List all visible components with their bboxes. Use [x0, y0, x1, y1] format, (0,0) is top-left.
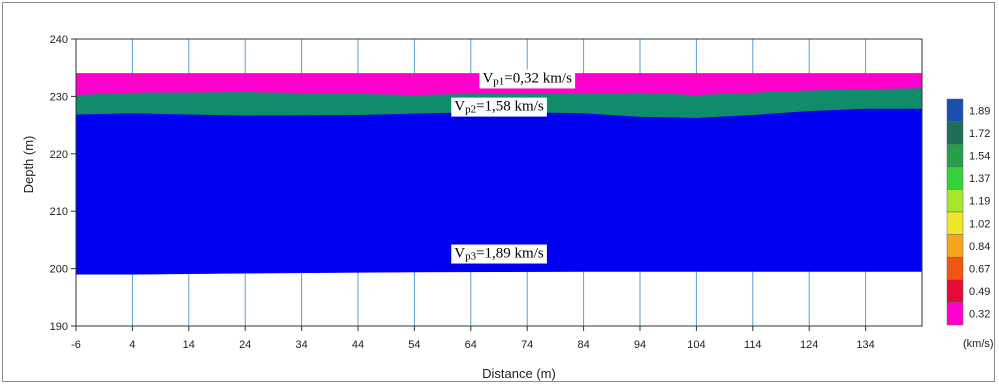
velocity-value: =0,32 km/s — [504, 70, 572, 86]
velocity-symbol: V — [482, 70, 493, 86]
y-axis-title: Depth (m) — [21, 136, 36, 194]
velocity-label-3: Vp3=1,89 km/s — [451, 244, 547, 264]
velocity-label-text: Vp3=1,89 km/s — [454, 246, 544, 263]
colorbar-label: 0.32 — [969, 309, 990, 321]
colorbar-swatch — [946, 121, 964, 145]
velocity-label-1: Vp1=0,32 km/s — [479, 69, 576, 89]
y-tick-label: 230 — [50, 91, 68, 103]
colorbar-label: 0.67 — [969, 264, 990, 276]
colorbar-label: 1.72 — [969, 128, 990, 140]
y-tick-label: 200 — [50, 264, 68, 276]
velocity-label-2: Vp2=1,58 km/s — [451, 97, 547, 117]
colorbar-label: 1.37 — [969, 173, 990, 185]
y-tick-label: 220 — [50, 149, 68, 161]
velocity-subscript: p2 — [465, 104, 476, 116]
x-tick-label: 114 — [744, 339, 762, 351]
colorbar-unit: (km/s) — [963, 338, 994, 350]
plot-border — [75, 38, 923, 327]
colorbar-label: 1.54 — [969, 151, 990, 163]
y-tick-label: 240 — [50, 34, 68, 46]
velocity-value: =1,58 km/s — [476, 99, 544, 115]
velocity-layer-3 — [75, 108, 923, 275]
x-axis-title: Distance (m) — [482, 366, 556, 381]
colorbar-label: 0.49 — [969, 286, 990, 298]
x-tick-label: 104 — [687, 339, 705, 351]
colorbar-swatch — [946, 98, 964, 122]
x-tick-label: 54 — [408, 339, 420, 351]
x-tick-label: -6 — [71, 339, 81, 351]
x-tick-label: 44 — [352, 339, 364, 351]
colorbar-swatch — [946, 256, 964, 281]
colorbar-label: 0.84 — [969, 241, 990, 253]
velocity-subscript: p1 — [493, 75, 504, 87]
velocity-label-text: Vp2=1,58 km/s — [454, 99, 544, 116]
colorbar-swatch — [946, 279, 964, 303]
velocity-label-text: Vp1=0,32 km/s — [482, 70, 572, 87]
x-tick-label: 124 — [800, 339, 818, 351]
colorbar-swatch — [946, 143, 964, 168]
colorbar-swatch — [946, 166, 964, 190]
colorbar-swatch — [946, 234, 964, 258]
x-tick-label: 64 — [465, 339, 477, 351]
x-tick-label: 84 — [577, 339, 589, 351]
velocity-value: =1,89 km/s — [476, 246, 544, 262]
colorbar-label: 1.89 — [969, 105, 990, 117]
x-tick-label: 14 — [183, 339, 195, 351]
velocity-symbol: V — [454, 246, 465, 262]
x-tick-label: 74 — [521, 339, 533, 351]
colorbar-swatch — [946, 211, 964, 235]
x-tick-label: 24 — [239, 339, 251, 351]
velocity-symbol: V — [454, 99, 465, 115]
colorbar-label: 1.19 — [969, 196, 990, 208]
velocity-subscript: p3 — [465, 251, 477, 263]
x-tick-label: 94 — [634, 339, 646, 351]
velocity-label-box — [451, 97, 547, 117]
y-tick-label: 210 — [50, 206, 68, 218]
colorbar-label: 1.02 — [969, 218, 990, 230]
seismic-velocity-chart: -6 4 14 24 34 44 54 64 74 84 94 104 114 124 134 190 200 2… — [21, 34, 994, 381]
x-tick-label: 4 — [129, 339, 135, 351]
y-tick-label: 190 — [50, 321, 68, 333]
velocity-label-box — [451, 244, 547, 264]
velocity-label-box — [479, 69, 576, 89]
x-tick-label: 134 — [856, 339, 874, 351]
colorbar-swatch — [946, 302, 964, 326]
x-tick-label: 34 — [295, 339, 307, 351]
colorbar-swatch — [946, 189, 964, 213]
